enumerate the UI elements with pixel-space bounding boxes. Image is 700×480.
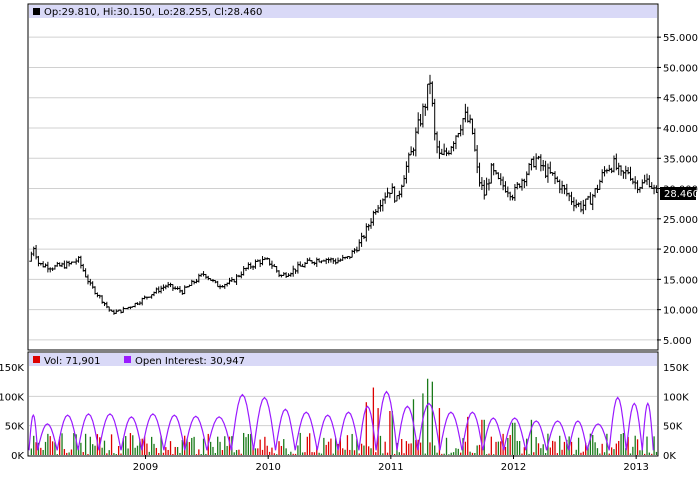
- last-price-label: 28.460: [664, 189, 699, 200]
- open-interest-legend-text: Open Interest: 30,947: [135, 356, 245, 367]
- volume-y-tick-label-right: 50K: [663, 422, 683, 433]
- price-y-tick-label: 15.000: [663, 275, 698, 286]
- price-y-tick-label: 50.000: [663, 63, 698, 74]
- x-tick-label: 2012: [501, 462, 526, 473]
- volume-y-axis-left: 150K 100K 50K 0K: [0, 363, 24, 462]
- x-tick-label: 2010: [255, 462, 280, 473]
- volume-bars: [30, 378, 658, 455]
- price-y-tick-label: 35.000: [663, 154, 698, 165]
- price-bars: [29, 74, 659, 315]
- x-tick-label: 2011: [378, 462, 403, 473]
- volume-y-axis-right: 150K 100K 50K 0K: [663, 363, 689, 462]
- volume-y-tick-label-left: 100K: [0, 392, 24, 403]
- x-tick-label: 2009: [133, 462, 158, 473]
- price-legend-text: Op:29.810, Hi:30.150, Lo:28.255, Cl:28.4…: [44, 7, 262, 18]
- price-y-tick-label: 10.000: [663, 306, 698, 317]
- volume-legend-text: Vol: 71,901: [44, 356, 101, 367]
- volume-panel: Vol: 71,901 Open Interest: 30,947 150K 10…: [0, 351, 689, 462]
- price-y-tick-label: 20.000: [663, 245, 698, 256]
- price-legend-band: [29, 5, 657, 18]
- price-y-tick-label: 40.000: [663, 124, 698, 135]
- volume-y-tick-label-right: 150K: [663, 363, 689, 374]
- black-square-icon: [33, 8, 40, 15]
- x-axis: 2009 2010 2011 2012 2013: [133, 455, 649, 473]
- volume-y-tick-label-left: 150K: [0, 363, 24, 374]
- volume-y-tick-label-right: 100K: [663, 392, 689, 403]
- red-square-icon: [33, 356, 40, 363]
- price-grid: [29, 36, 657, 341]
- volume-legend-band: [29, 353, 657, 366]
- purple-square-icon: [124, 356, 131, 363]
- volume-y-tick-label-right: 0K: [663, 451, 676, 462]
- volume-y-tick-label-left: 50K: [5, 422, 25, 433]
- last-price-marker: 28.460: [660, 187, 699, 200]
- price-y-tick-label: 25.000: [663, 215, 698, 226]
- price-y-tick-label: 5.000: [663, 336, 692, 347]
- price-y-tick-label: 55.000: [663, 33, 698, 44]
- open-interest-line: [28, 390, 654, 451]
- price-panel-frame: [27, 3, 659, 351]
- last-price-box: [660, 187, 696, 200]
- price-panel: Op:29.810, Hi:30.150, Lo:28.255, Cl:28.4…: [27, 3, 699, 351]
- volume-y-tick-label-left: 0K: [11, 451, 24, 462]
- price-y-tick-label: 45.000: [663, 94, 698, 105]
- x-tick-label: 2013: [623, 462, 648, 473]
